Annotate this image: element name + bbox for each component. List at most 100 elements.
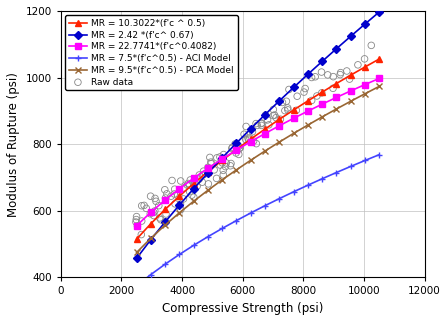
Raw data — [223, 160, 230, 166]
Raw data — [155, 203, 162, 208]
MR = 2.42 *(f'c^ 0.67) — [362, 22, 368, 26]
Raw data — [232, 141, 239, 147]
Raw data — [258, 123, 265, 128]
MR = 7.5*(f'c^0.5) - ACI Model — [362, 158, 368, 162]
MR = 2.42 *(f'c^ 0.67) — [334, 47, 339, 51]
MR = 9.5*(f'c^0.5) - PCA Model — [234, 168, 239, 172]
Raw data — [361, 56, 368, 62]
Raw data — [162, 219, 169, 224]
MR = 22.7741*(f'c^0.4082) — [163, 198, 168, 202]
MR = 2.42 *(f'c^ 0.67) — [220, 156, 225, 160]
MR = 9.5*(f'c^0.5) - PCA Model — [376, 84, 382, 88]
MR = 7.5*(f'c^0.5) - ACI Model — [263, 204, 268, 208]
Raw data — [211, 167, 218, 173]
Raw data — [318, 90, 325, 95]
Raw data — [228, 161, 235, 166]
Raw data — [194, 184, 201, 189]
Legend: MR = 10.3022*(f'c ^ 0.5), MR = 2.42 *(f'c^ 0.67), MR = 22.7741*(f'c^0.4082), MR : MR = 10.3022*(f'c ^ 0.5), MR = 2.42 *(f'… — [65, 15, 238, 90]
MR = 7.5*(f'c^0.5) - ACI Model — [334, 171, 339, 175]
MR = 22.7741*(f'c^0.4082) — [376, 77, 382, 80]
Raw data — [174, 193, 181, 198]
Raw data — [220, 168, 227, 173]
Raw data — [143, 206, 150, 211]
Raw data — [171, 186, 178, 192]
MR = 22.7741*(f'c^0.4082) — [191, 176, 196, 180]
MR = 22.7741*(f'c^0.4082) — [134, 224, 139, 228]
MR = 2.42 *(f'c^ 0.67) — [234, 141, 239, 145]
Raw data — [184, 183, 191, 188]
Raw data — [242, 124, 250, 129]
MR = 22.7741*(f'c^0.4082) — [319, 102, 325, 106]
MR = 2.42 *(f'c^ 0.67) — [191, 187, 196, 191]
MR = 7.5*(f'c^0.5) - ACI Model — [148, 273, 154, 277]
Raw data — [277, 117, 284, 122]
Raw data — [147, 194, 154, 199]
Raw data — [301, 90, 308, 95]
Raw data — [336, 72, 344, 77]
MR = 7.5*(f'c^0.5) - ACI Model — [163, 262, 168, 266]
MR = 22.7741*(f'c^0.4082) — [276, 124, 282, 128]
Raw data — [162, 195, 169, 201]
MR = 9.5*(f'c^0.5) - PCA Model — [163, 223, 168, 227]
MR = 10.3022*(f'c ^ 0.5) — [334, 81, 339, 85]
MR = 22.7741*(f'c^0.4082) — [220, 157, 225, 161]
Raw data — [284, 105, 291, 110]
Raw data — [207, 161, 215, 166]
Raw data — [222, 164, 229, 169]
Raw data — [235, 152, 242, 157]
MR = 2.42 *(f'c^ 0.67) — [291, 86, 296, 90]
Raw data — [312, 74, 319, 79]
MR = 9.5*(f'c^0.5) - PCA Model — [305, 123, 310, 127]
MR = 9.5*(f'c^0.5) - PCA Model — [362, 92, 368, 96]
Raw data — [318, 70, 325, 75]
Raw data — [186, 189, 193, 194]
Raw data — [293, 108, 300, 113]
MR = 10.3022*(f'c ^ 0.5) — [134, 237, 139, 241]
MR = 9.5*(f'c^0.5) - PCA Model — [319, 115, 325, 119]
Raw data — [200, 169, 207, 174]
MR = 22.7741*(f'c^0.4082) — [205, 166, 211, 170]
Line: MR = 9.5*(f'c^0.5) - PCA Model: MR = 9.5*(f'c^0.5) - PCA Model — [134, 84, 382, 255]
Raw data — [150, 210, 157, 215]
Raw data — [220, 172, 227, 177]
Line: MR = 2.42 *(f'c^ 0.67): MR = 2.42 *(f'c^ 0.67) — [134, 9, 382, 261]
Raw data — [216, 162, 224, 167]
Raw data — [138, 218, 145, 223]
MR = 22.7741*(f'c^0.4082) — [263, 132, 268, 136]
Raw data — [343, 68, 350, 73]
MR = 10.3022*(f'c ^ 0.5) — [163, 207, 168, 211]
MR = 10.3022*(f'c ^ 0.5) — [248, 137, 254, 141]
Raw data — [220, 152, 227, 157]
MR = 9.5*(f'c^0.5) - PCA Model — [248, 158, 254, 162]
MR = 22.7741*(f'c^0.4082) — [291, 116, 296, 120]
MR = 7.5*(f'c^0.5) - ACI Model — [248, 211, 254, 215]
Raw data — [186, 183, 193, 188]
MR = 22.7741*(f'c^0.4082) — [248, 140, 254, 144]
Raw data — [206, 155, 213, 160]
MR = 7.5*(f'c^0.5) - ACI Model — [376, 153, 382, 156]
MR = 22.7741*(f'c^0.4082) — [362, 83, 368, 87]
Raw data — [242, 137, 250, 142]
MR = 22.7741*(f'c^0.4082) — [148, 210, 154, 214]
Raw data — [308, 75, 315, 80]
MR = 7.5*(f'c^0.5) - ACI Model — [234, 219, 239, 223]
Line: MR = 22.7741*(f'c^0.4082): MR = 22.7741*(f'c^0.4082) — [134, 76, 382, 229]
MR = 2.42 *(f'c^ 0.67) — [348, 34, 353, 38]
Raw data — [168, 194, 175, 199]
Raw data — [237, 145, 244, 150]
Raw data — [236, 146, 243, 151]
MR = 7.5*(f'c^0.5) - ACI Model — [205, 235, 211, 239]
Raw data — [244, 136, 251, 141]
MR = 9.5*(f'c^0.5) - PCA Model — [177, 211, 182, 215]
Raw data — [196, 176, 203, 182]
MR = 2.42 *(f'c^ 0.67) — [163, 220, 168, 224]
Raw data — [163, 212, 170, 217]
Raw data — [249, 129, 256, 134]
MR = 10.3022*(f'c ^ 0.5) — [177, 194, 182, 198]
Raw data — [151, 196, 159, 201]
Raw data — [196, 172, 203, 177]
MR = 9.5*(f'c^0.5) - PCA Model — [291, 131, 296, 135]
Raw data — [207, 159, 215, 165]
Raw data — [204, 165, 211, 170]
Raw data — [138, 232, 145, 237]
